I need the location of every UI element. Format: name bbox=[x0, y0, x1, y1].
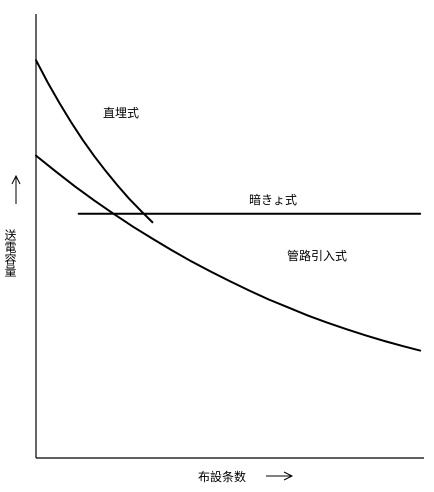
x-axis-arrow-icon bbox=[266, 471, 294, 481]
x-axis-label: 布設条数 bbox=[198, 469, 246, 484]
series-line-direct-burial bbox=[35, 59, 154, 224]
series-line-duct bbox=[35, 154, 422, 352]
y-axis-arrow-icon bbox=[11, 174, 21, 204]
y-axis-label: 送電容量 bbox=[3, 228, 17, 277]
series-label-trough: 暗きょ式 bbox=[249, 192, 297, 207]
series-label-duct: 管路引入式 bbox=[287, 248, 347, 263]
series-label-direct-burial: 直埋式 bbox=[103, 106, 139, 120]
